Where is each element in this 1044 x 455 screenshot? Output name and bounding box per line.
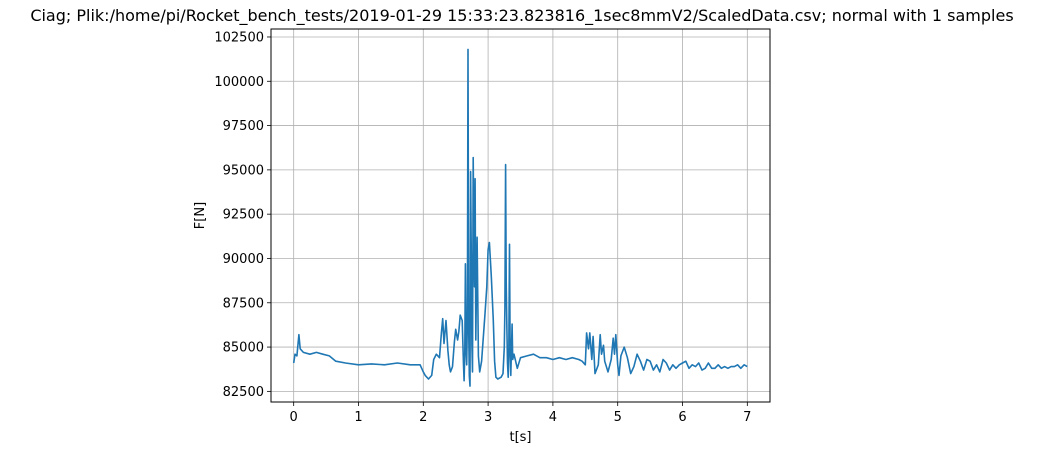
x-tick-label: 0 — [290, 410, 298, 425]
axis-ticks: 0 1 2 3 4 5 6 7 82500 85000 87500 90000 92500 95000 97… — [214, 30, 751, 425]
y-tick-label: 95000 — [223, 163, 264, 178]
y-tick-label: 92500 — [223, 208, 264, 223]
x-axis-label: t[s] — [509, 430, 531, 445]
grid-lines — [271, 29, 770, 402]
y-tick-label: 90000 — [223, 252, 264, 267]
x-tick-label: 5 — [614, 410, 622, 425]
x-tick-label: 7 — [743, 410, 751, 425]
x-tick-label: 6 — [678, 410, 686, 425]
chart-title: Ciag; Plik:/home/pi/Rocket_bench_tests/2… — [30, 6, 1013, 26]
x-tick-label: 2 — [419, 410, 427, 425]
x-tick-label: 1 — [354, 410, 362, 425]
y-tick-label: 82500 — [223, 385, 264, 400]
y-tick-label: 85000 — [223, 341, 264, 356]
y-tick-label: 97500 — [223, 119, 264, 134]
plot-area-frame — [270, 28, 771, 403]
force-series-line — [292, 48, 748, 387]
y-tick-label: 102500 — [214, 30, 264, 45]
x-tick-label: 4 — [549, 410, 557, 425]
y-tick-label: 100000 — [214, 75, 264, 90]
y-axis-label: F[N] — [193, 202, 208, 229]
x-tick-label: 3 — [484, 410, 492, 425]
y-tick-label: 87500 — [223, 296, 264, 311]
